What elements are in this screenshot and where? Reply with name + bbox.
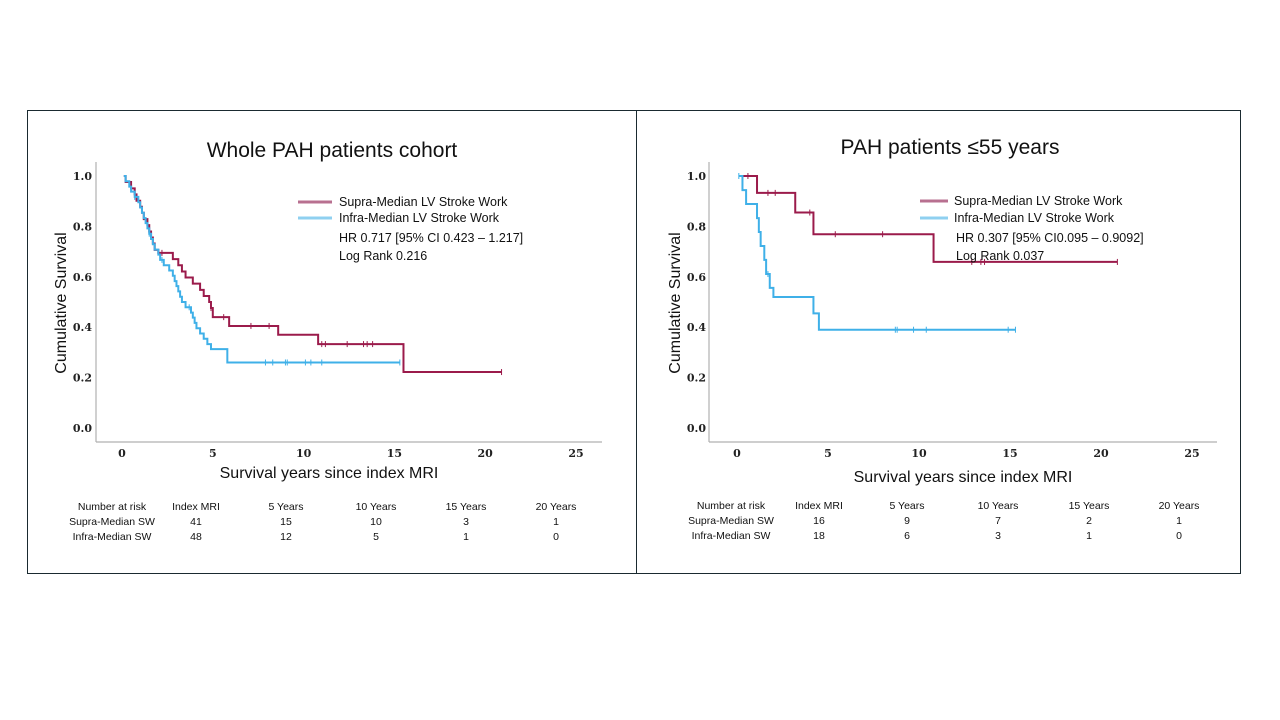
risk-table-cell: 3 — [995, 530, 1001, 542]
y-tick-label: 0.2 — [687, 372, 706, 385]
risk-table-cell: 3 — [463, 516, 469, 528]
risk-table-header: Index MRI — [172, 501, 220, 513]
risk-table-header: 15 Years — [1069, 500, 1110, 512]
risk-table-header: 5 Years — [889, 500, 924, 512]
risk-table-cell: 15 — [280, 516, 292, 528]
x-tick-label: 20 — [1093, 447, 1109, 460]
x-tick-label: 0 — [733, 447, 741, 460]
x-tick-label: 5 — [209, 447, 217, 460]
y-tick-label: 0.4 — [687, 321, 706, 334]
risk-table-cell: 5 — [373, 531, 379, 543]
risk-table-row-label: Supra-Median SW — [688, 515, 774, 527]
legend: Supra-Median LV Stroke Work Infra-Median… — [920, 194, 1144, 263]
y-tick-label: 0.0 — [73, 422, 92, 435]
y-tick-label: 1.0 — [687, 170, 706, 183]
risk-table-cell: 2 — [1086, 515, 1092, 527]
y-tick-label: 0.6 — [73, 271, 92, 284]
risk-table-cell: 1 — [1176, 515, 1182, 527]
y-axis-label: Cumulative Survival — [667, 232, 684, 373]
x-tick-label: 10 — [911, 447, 927, 460]
y-tick-label: 0.4 — [73, 321, 92, 334]
chart-whole-cohort: Whole PAH patients cohort Cumulative Sur… — [53, 139, 602, 543]
risk-table-header: 5 Years — [268, 501, 303, 513]
risk-table-cell: 7 — [995, 515, 1001, 527]
x-tick-label: 10 — [296, 447, 312, 460]
risk-table-cell: 6 — [904, 530, 910, 542]
legend-label-infra: Infra-Median LV Stroke Work — [339, 211, 500, 225]
risk-table-cell: 10 — [370, 516, 382, 528]
risk-table-header: 20 Years — [536, 501, 577, 513]
risk-table: Number at risk Index MRI 5 Years 10 Years 15… — [688, 500, 1199, 542]
chart-under-55: PAH patients ≤55 years Cumulative Surviv… — [667, 136, 1217, 542]
risk-table-cell: 1 — [553, 516, 559, 528]
x-tick-label: 0 — [118, 447, 126, 460]
risk-table-cell: 0 — [1176, 530, 1182, 542]
legend-label-supra: Supra-Median LV Stroke Work — [339, 195, 508, 209]
risk-table-cell: 48 — [190, 531, 202, 543]
y-tick-label: 0.8 — [73, 220, 92, 233]
risk-table-cell: 16 — [813, 515, 825, 527]
y-axis-label: Cumulative Survival — [53, 232, 70, 373]
risk-table-row-label: Supra-Median SW — [69, 516, 155, 528]
y-tick-label: 0.2 — [73, 372, 92, 385]
km-curve-infra — [738, 175, 1016, 331]
risk-table: Number at risk Index MRI 5 Years 10 Years 15… — [69, 501, 576, 543]
risk-table-row-label: Infra-Median SW — [692, 530, 771, 542]
risk-table-header: 15 Years — [446, 501, 487, 513]
x-tick-label: 20 — [478, 447, 494, 460]
x-tick-label: 25 — [1184, 447, 1199, 460]
hazard-ratio-annotation: HR 0.307 [95% CI0.095 – 0.9092] — [956, 231, 1144, 245]
x-axis-label: Survival years since index MRI — [220, 465, 439, 482]
chart-title: PAH patients ≤55 years — [841, 136, 1060, 159]
risk-table-header: Number at risk — [78, 501, 147, 513]
x-tick-label: 5 — [824, 447, 832, 460]
x-tick-label: 15 — [387, 447, 402, 460]
risk-table-cell: 18 — [813, 530, 825, 542]
risk-table-header: 10 Years — [978, 500, 1019, 512]
risk-table-cell: 9 — [904, 515, 910, 527]
risk-table-cell: 1 — [463, 531, 469, 543]
risk-table-cell: 12 — [280, 531, 292, 543]
y-tick-label: 0.0 — [687, 422, 706, 435]
legend-label-infra: Infra-Median LV Stroke Work — [954, 211, 1115, 225]
risk-table-header: 20 Years — [1159, 500, 1200, 512]
log-rank-annotation: Log Rank 0.216 — [339, 249, 427, 263]
log-rank-annotation: Log Rank 0.037 — [956, 249, 1044, 263]
hazard-ratio-annotation: HR 0.717 [95% CI 0.423 – 1.217] — [339, 231, 523, 245]
y-tick-label: 0.6 — [687, 271, 706, 284]
legend: Supra-Median LV Stroke Work Infra-Median… — [298, 195, 523, 263]
x-tick-label: 15 — [1002, 447, 1017, 460]
right-panel-frame — [636, 110, 1241, 574]
y-tick-label: 0.8 — [687, 220, 706, 233]
chart-title: Whole PAH patients cohort — [207, 139, 458, 162]
x-axis-label: Survival years since index MRI — [854, 469, 1073, 486]
risk-table-header: Number at risk — [697, 500, 766, 512]
km-curve-supra — [738, 175, 1118, 263]
risk-table-row-label: Infra-Median SW — [73, 531, 152, 543]
risk-table-header: 10 Years — [356, 501, 397, 513]
x-tick-label: 25 — [568, 447, 583, 460]
risk-table-cell: 0 — [553, 531, 559, 543]
risk-table-cell: 1 — [1086, 530, 1092, 542]
risk-table-header: Index MRI — [795, 500, 843, 512]
y-tick-label: 1.0 — [73, 170, 92, 183]
km-curve-infra — [123, 175, 400, 364]
risk-table-cell: 41 — [190, 516, 202, 528]
legend-label-supra: Supra-Median LV Stroke Work — [954, 194, 1123, 208]
